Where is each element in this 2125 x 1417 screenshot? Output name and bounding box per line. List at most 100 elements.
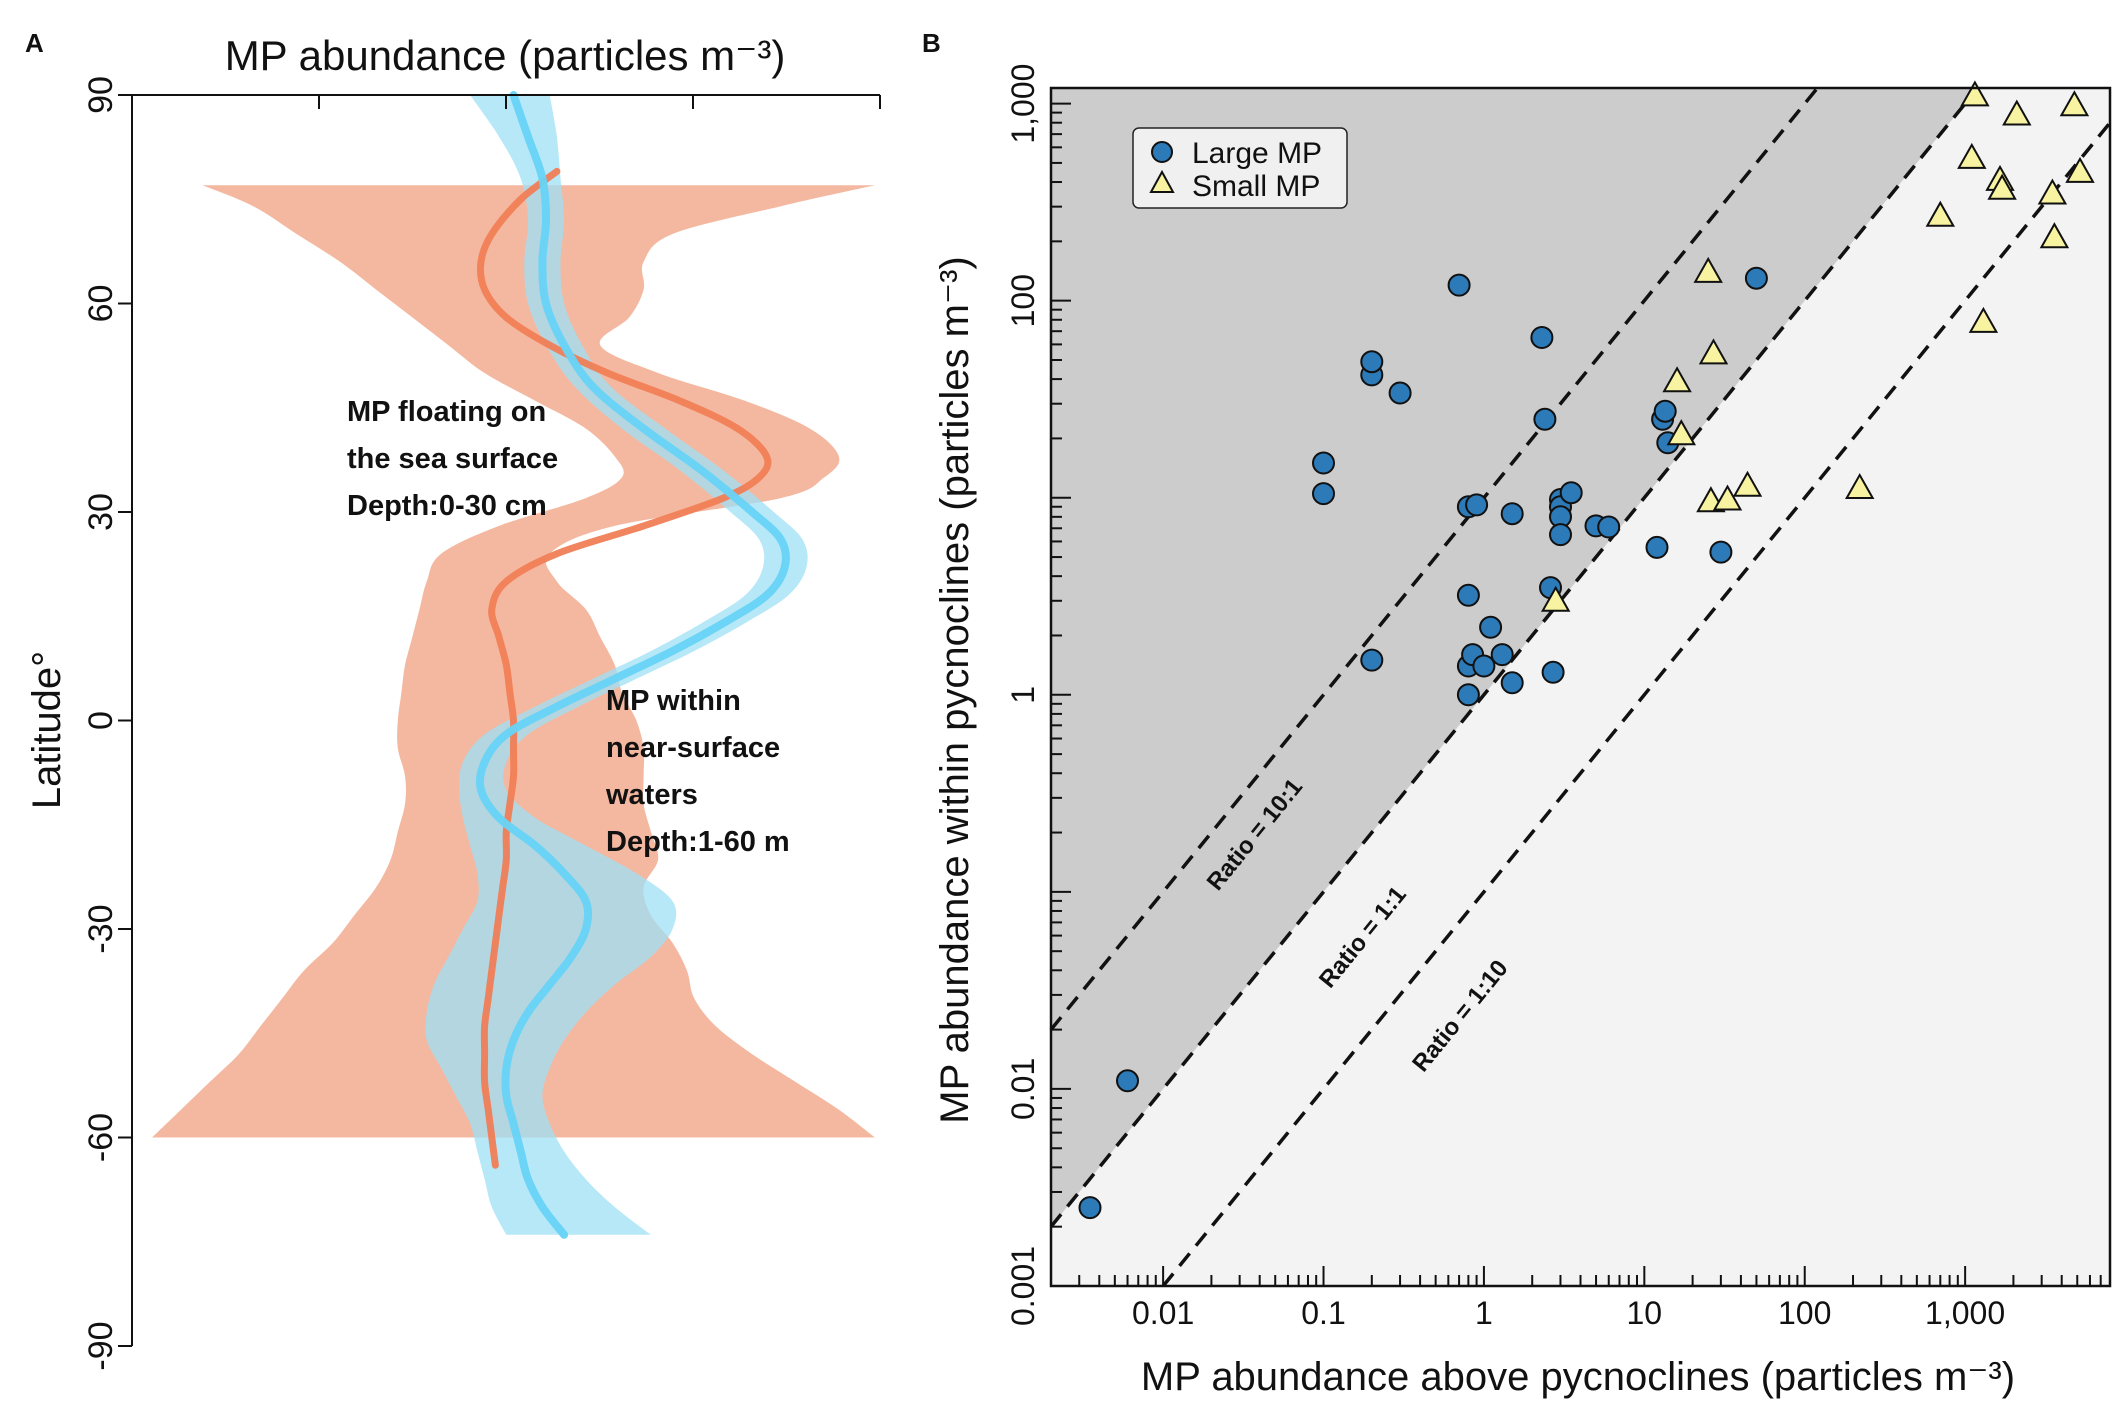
panel-b-xtick-label: 1	[1475, 1295, 1493, 1331]
legend-small-mp-marker	[1149, 169, 1175, 193]
small-mp-point	[2065, 156, 2095, 183]
panel-a-ytick-label: 60	[82, 285, 120, 323]
near-surface-label-line-1: MP within	[606, 685, 741, 717]
surface-label-line-1: MP floating on	[347, 396, 546, 428]
large-mp-point	[1116, 1069, 1139, 1093]
panel-b-xtick-label: 0.01	[1132, 1295, 1194, 1331]
legend-small-mp-label: Small MP	[1192, 170, 1320, 203]
large-mp-point	[1479, 615, 1503, 639]
small-mp-point	[1693, 256, 1723, 283]
panel-a-ytick-label: -60	[82, 1113, 120, 1162]
panel-a-title: MP abundance (particles m⁻³)	[225, 32, 786, 79]
panel-b-ytick-label: 1	[1005, 686, 1041, 704]
panel-a-lines	[475, 91, 790, 1239]
large-mp-point	[1360, 350, 1384, 374]
large-mp-point	[1500, 671, 1524, 695]
panel-b-letter: B	[922, 28, 941, 58]
surface-label: MP floating on the sea surface Depth:0-3…	[347, 396, 566, 522]
panel-b-xtick-label: 0.1	[1301, 1295, 1345, 1331]
large-mp-point	[1500, 502, 1524, 526]
panel-b-points	[1078, 80, 2095, 1220]
small-mp-point	[2002, 99, 2032, 126]
panel-b-xtick-label: 1,000	[1925, 1295, 2005, 1331]
small-mp-point	[1844, 472, 1875, 499]
panel-b-ytick-label: 0.001	[1005, 1246, 1041, 1326]
large-mp-point	[1078, 1196, 1102, 1220]
panel-a-ylabel: Latitude°	[25, 651, 69, 809]
large-mp-point	[1533, 407, 1557, 431]
ratio-line	[1049, 86, 1819, 1031]
near-surface-label-line-2: near-surface	[606, 732, 780, 764]
large-mp-point	[1744, 266, 1768, 290]
panel-a: A MP abundance (particles m⁻³) 90 60 30 0 -3…	[25, 28, 881, 1371]
large-mp-point	[1597, 515, 1621, 539]
ratio-line	[1161, 121, 2112, 1288]
small-mp-point	[1732, 470, 1763, 497]
large-mp-point	[1312, 482, 1335, 506]
large-mp-point	[1447, 273, 1471, 297]
panel-a-ytick-label: 90	[82, 76, 120, 114]
panel-b-ytick-label: 1,000	[1005, 64, 1041, 144]
large-mp-point	[1465, 493, 1489, 517]
large-mp-point	[1709, 540, 1733, 564]
large-mp-point	[1490, 643, 1514, 667]
large-mp-point	[1472, 654, 1496, 678]
panel-b-ylabel: MP abundance within pycnoclines (particl…	[933, 256, 977, 1123]
large-mp-point	[1549, 523, 1572, 547]
large-mp-point	[1360, 648, 1384, 672]
ratio-line	[1049, 86, 1980, 1228]
panel-b-xtick-label: 100	[1778, 1295, 1831, 1331]
legend-large-mp-label: Large MP	[1192, 137, 1322, 170]
small-mp-point	[2037, 178, 2068, 205]
panel-a-ytick-label: 0	[82, 711, 120, 730]
large-mp-point	[1456, 583, 1480, 607]
panel-a-bands	[152, 95, 875, 1235]
large-mp-point	[1559, 481, 1583, 505]
panel-b-axes	[1049, 86, 2112, 1288]
large-mp-point	[1645, 535, 1669, 559]
large-mp-point	[1456, 683, 1480, 707]
line-near-surface	[475, 91, 790, 1239]
small-mp-point	[1957, 142, 1987, 169]
small-mp-point	[1925, 200, 1956, 227]
panel-a-ytick-label: 30	[82, 493, 120, 531]
small-mp-point	[1662, 366, 1692, 393]
band-near-surface	[425, 95, 808, 1235]
small-mp-point	[1698, 338, 1729, 365]
small-mp-point	[1540, 585, 1571, 612]
panel-a-letter: A	[25, 28, 44, 58]
panel-a-axes	[118, 94, 881, 1347]
panel-a-tick-labels: 90 60 30 0 -30 -60 -90	[82, 76, 120, 1370]
panel-b-ytick-label: 100	[1005, 274, 1041, 327]
surface-label-line-2: the sea surface	[347, 443, 558, 475]
large-mp-point	[1312, 451, 1335, 475]
panel-b-xlabel: MP abundance above pycnoclines (particle…	[1141, 1355, 2015, 1399]
small-mp-point	[1960, 80, 1990, 107]
large-mp-point	[1530, 326, 1554, 349]
near-surface-label-line-4: Depth:1-60 m	[606, 826, 790, 858]
panel-b-tick-labels: 0.01 0.1 1 10 100 1,000 0.001 0.01 1 100 1,000	[1005, 64, 2005, 1331]
large-mp-point	[1541, 660, 1565, 684]
large-mp-point	[1653, 399, 1677, 423]
small-mp-point	[1987, 173, 2017, 200]
panel-b-ytick-label: 0.01	[1005, 1058, 1041, 1120]
small-mp-point	[1666, 419, 1697, 446]
panel-a-ytick-label: -90	[82, 1321, 120, 1370]
small-mp-point	[1968, 306, 1999, 333]
band-surface	[152, 185, 875, 1138]
small-mp-point	[2059, 90, 2090, 117]
small-mp-point	[1712, 484, 1743, 511]
legend-large-mp-marker	[1151, 141, 1173, 163]
line-surface	[476, 167, 772, 1169]
surface-label-line-3: Depth:0-30 cm	[347, 490, 547, 522]
legend-box	[1132, 127, 1348, 209]
large-mp-point	[1388, 381, 1412, 405]
small-mp-point	[2039, 222, 2070, 249]
panel-b-xtick-label: 10	[1627, 1295, 1663, 1331]
near-surface-label-line-3: waters	[605, 779, 698, 811]
near-surface-label: MP within near-surface waters Depth:1-60…	[605, 685, 790, 858]
legend: Large MP Small MP	[1132, 127, 1348, 209]
panel-b-regions	[1051, 88, 2110, 1286]
